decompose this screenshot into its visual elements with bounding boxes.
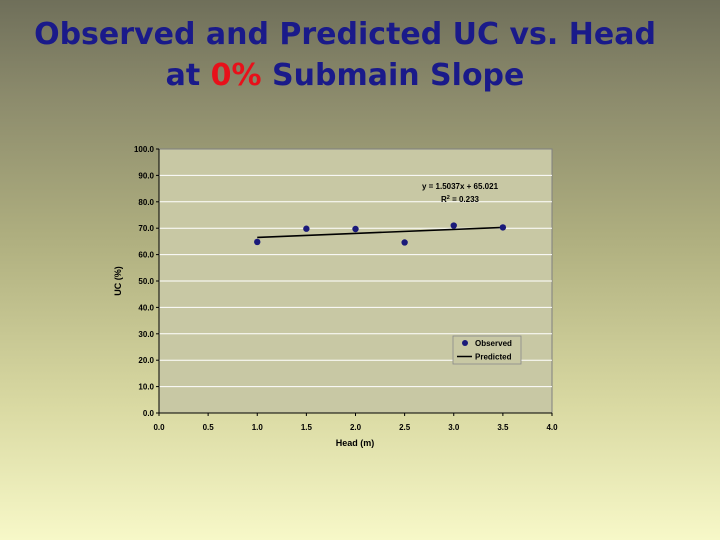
r-squared-exponent: 2 — [447, 195, 450, 201]
observed-point — [352, 225, 359, 233]
y-tick-label: 20.0 — [138, 356, 154, 365]
title-slope-value: 0% — [210, 58, 262, 93]
x-axis-ticks: 0.0 0.5 1.0 1.5 2.0 2.5 3.0 3.5 4.0 — [153, 413, 558, 432]
x-axis-label: Head (m) — [336, 438, 375, 448]
title-line-1: Observed and Predicted UC vs. Head — [34, 17, 656, 52]
x-tick-label: 1.5 — [301, 423, 313, 432]
x-tick-label: 3.5 — [497, 423, 509, 432]
observed-point — [254, 238, 261, 246]
x-tick-label: 3.0 — [448, 423, 460, 432]
slide-title: Observed and Predicted UC vs. Head at 0%… — [0, 14, 690, 96]
x-tick-label: 2.0 — [350, 423, 362, 432]
y-tick-label: 0.0 — [143, 409, 155, 418]
legend: Observed Predicted — [452, 335, 522, 365]
y-tick-label: 40.0 — [138, 303, 154, 312]
observed-point — [450, 222, 457, 229]
y-tick-label: 50.0 — [138, 277, 154, 286]
x-tick-label: 0.0 — [153, 423, 165, 432]
title-line-2: at 0% Submain Slope — [0, 55, 690, 96]
legend-observed-label: Observed — [475, 339, 512, 348]
r-squared-value: = 0.233 — [450, 195, 480, 204]
regression-equation: y = 1.5037x + 65.021 — [422, 182, 499, 191]
legend-observed-marker — [462, 340, 468, 346]
title-line-2-suffix: Submain Slope — [261, 58, 525, 93]
observed-point — [303, 225, 310, 232]
legend-predicted-label: Predicted — [475, 353, 512, 362]
y-tick-label: 30.0 — [138, 330, 154, 339]
x-tick-label: 0.5 — [203, 423, 215, 432]
y-axis-ticks: 0.0 10.0 20.0 30.0 40.0 50.0 60.0 70.0 80.0 90.0 1… — [134, 145, 159, 418]
r-squared-letter: R — [441, 195, 447, 204]
y-tick-label: 70.0 — [138, 224, 154, 233]
y-tick-label: 80.0 — [138, 198, 154, 207]
r-squared-label: R2 = 0.233 — [441, 195, 480, 204]
x-tick-label: 1.0 — [252, 423, 264, 432]
y-tick-label: 100.0 — [134, 145, 155, 154]
y-tick-label: 60.0 — [138, 251, 154, 260]
predicted-trendline — [257, 226, 503, 239]
observed-point — [499, 224, 507, 231]
y-axis-label: UC (%) — [113, 266, 123, 296]
y-tick-label: 10.0 — [138, 383, 154, 392]
y-tick-label: 90.0 — [138, 171, 154, 180]
x-tick-label: 4.0 — [546, 423, 558, 432]
series-layer — [254, 222, 507, 246]
title-line-2-prefix: at — [165, 58, 211, 93]
x-tick-label: 2.5 — [399, 423, 411, 432]
observed-point — [401, 239, 408, 246]
